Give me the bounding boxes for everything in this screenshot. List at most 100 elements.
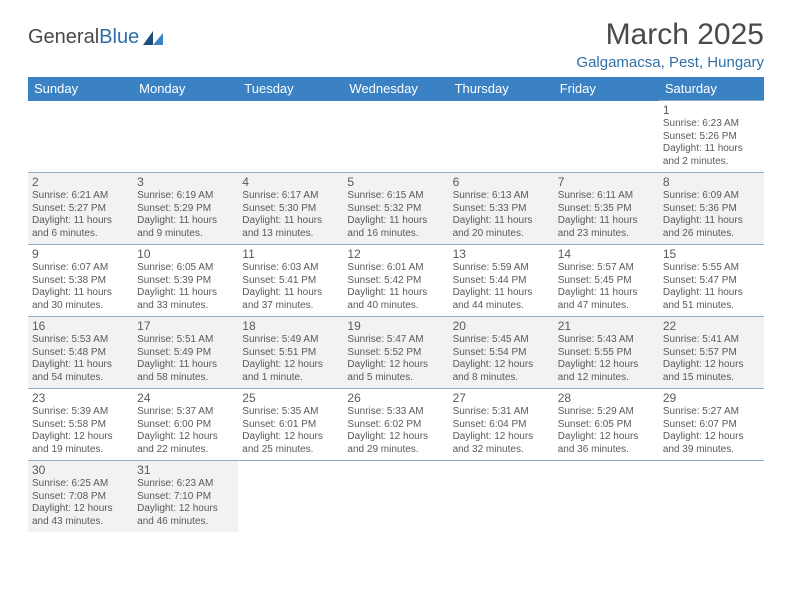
day-info: Sunrise: 6:01 AMSunset: 5:42 PMDaylight:…	[347, 262, 444, 312]
day-number: 3	[137, 175, 234, 189]
calendar-cell: 4Sunrise: 6:17 AMSunset: 5:30 PMDaylight…	[238, 173, 343, 245]
day-number: 1	[663, 103, 760, 117]
day-info: Sunrise: 5:57 AMSunset: 5:45 PMDaylight:…	[558, 262, 655, 312]
day-info: Sunrise: 5:41 AMSunset: 5:57 PMDaylight:…	[663, 334, 760, 384]
logo-part2: Blue	[99, 26, 139, 48]
day-number: 12	[347, 247, 444, 261]
day-number: 13	[453, 247, 550, 261]
logo-part1: General	[28, 26, 99, 48]
day-info: Sunrise: 6:05 AMSunset: 5:39 PMDaylight:…	[137, 262, 234, 312]
day-info: Sunrise: 5:33 AMSunset: 6:02 PMDaylight:…	[347, 406, 444, 456]
calendar-cell	[133, 101, 238, 173]
calendar-row: 23Sunrise: 5:39 AMSunset: 5:58 PMDayligh…	[28, 389, 764, 461]
day-number: 20	[453, 319, 550, 333]
day-number: 14	[558, 247, 655, 261]
day-number: 27	[453, 391, 550, 405]
calendar-cell: 5Sunrise: 6:15 AMSunset: 5:32 PMDaylight…	[343, 173, 448, 245]
calendar-cell	[238, 461, 343, 533]
calendar-cell: 29Sunrise: 5:27 AMSunset: 6:07 PMDayligh…	[659, 389, 764, 461]
calendar-cell: 21Sunrise: 5:43 AMSunset: 5:55 PMDayligh…	[554, 317, 659, 389]
calendar-cell: 26Sunrise: 5:33 AMSunset: 6:02 PMDayligh…	[343, 389, 448, 461]
day-number: 7	[558, 175, 655, 189]
calendar-cell: 17Sunrise: 5:51 AMSunset: 5:49 PMDayligh…	[133, 317, 238, 389]
calendar-cell: 15Sunrise: 5:55 AMSunset: 5:47 PMDayligh…	[659, 245, 764, 317]
day-number: 6	[453, 175, 550, 189]
logo: GeneralBlue	[28, 26, 167, 49]
day-number: 9	[32, 247, 129, 261]
day-info: Sunrise: 6:25 AMSunset: 7:08 PMDaylight:…	[32, 478, 129, 528]
weekday-header: Wednesday	[343, 77, 448, 101]
calendar-cell: 8Sunrise: 6:09 AMSunset: 5:36 PMDaylight…	[659, 173, 764, 245]
calendar-cell: 11Sunrise: 6:03 AMSunset: 5:41 PMDayligh…	[238, 245, 343, 317]
day-info: Sunrise: 6:11 AMSunset: 5:35 PMDaylight:…	[558, 190, 655, 240]
day-info: Sunrise: 6:13 AMSunset: 5:33 PMDaylight:…	[453, 190, 550, 240]
day-info: Sunrise: 6:09 AMSunset: 5:36 PMDaylight:…	[663, 190, 760, 240]
day-number: 31	[137, 463, 234, 477]
day-info: Sunrise: 5:53 AMSunset: 5:48 PMDaylight:…	[32, 334, 129, 384]
day-number: 24	[137, 391, 234, 405]
calendar-cell: 13Sunrise: 5:59 AMSunset: 5:44 PMDayligh…	[449, 245, 554, 317]
day-info: Sunrise: 5:29 AMSunset: 6:05 PMDaylight:…	[558, 406, 655, 456]
calendar-cell: 30Sunrise: 6:25 AMSunset: 7:08 PMDayligh…	[28, 461, 133, 533]
day-number: 18	[242, 319, 339, 333]
day-info: Sunrise: 6:23 AMSunset: 7:10 PMDaylight:…	[137, 478, 234, 528]
calendar-cell: 24Sunrise: 5:37 AMSunset: 6:00 PMDayligh…	[133, 389, 238, 461]
calendar-cell	[343, 461, 448, 533]
day-number: 19	[347, 319, 444, 333]
calendar-cell: 1Sunrise: 6:23 AMSunset: 5:26 PMDaylight…	[659, 101, 764, 173]
calendar-cell	[659, 461, 764, 533]
page-title: March 2025	[576, 18, 764, 52]
title-block: March 2025 Galgamacsa, Pest, Hungary	[576, 18, 764, 71]
day-number: 5	[347, 175, 444, 189]
calendar-cell: 9Sunrise: 6:07 AMSunset: 5:38 PMDaylight…	[28, 245, 133, 317]
calendar-cell: 6Sunrise: 6:13 AMSunset: 5:33 PMDaylight…	[449, 173, 554, 245]
day-info: Sunrise: 6:07 AMSunset: 5:38 PMDaylight:…	[32, 262, 129, 312]
calendar-cell: 14Sunrise: 5:57 AMSunset: 5:45 PMDayligh…	[554, 245, 659, 317]
day-number: 29	[663, 391, 760, 405]
day-info: Sunrise: 5:27 AMSunset: 6:07 PMDaylight:…	[663, 406, 760, 456]
calendar-cell: 12Sunrise: 6:01 AMSunset: 5:42 PMDayligh…	[343, 245, 448, 317]
day-info: Sunrise: 5:49 AMSunset: 5:51 PMDaylight:…	[242, 334, 339, 384]
day-number: 28	[558, 391, 655, 405]
day-number: 4	[242, 175, 339, 189]
calendar-cell	[554, 101, 659, 173]
day-info: Sunrise: 5:59 AMSunset: 5:44 PMDaylight:…	[453, 262, 550, 312]
calendar-row: 1Sunrise: 6:23 AMSunset: 5:26 PMDaylight…	[28, 101, 764, 173]
day-info: Sunrise: 6:17 AMSunset: 5:30 PMDaylight:…	[242, 190, 339, 240]
flag-icon	[143, 29, 167, 47]
day-number: 23	[32, 391, 129, 405]
calendar-table: Sunday Monday Tuesday Wednesday Thursday…	[28, 77, 764, 532]
calendar-cell: 16Sunrise: 5:53 AMSunset: 5:48 PMDayligh…	[28, 317, 133, 389]
calendar-cell	[28, 101, 133, 173]
day-number: 11	[242, 247, 339, 261]
weekday-header-row: Sunday Monday Tuesday Wednesday Thursday…	[28, 77, 764, 101]
calendar-row: 16Sunrise: 5:53 AMSunset: 5:48 PMDayligh…	[28, 317, 764, 389]
day-info: Sunrise: 6:21 AMSunset: 5:27 PMDaylight:…	[32, 190, 129, 240]
day-info: Sunrise: 5:51 AMSunset: 5:49 PMDaylight:…	[137, 334, 234, 384]
logo-text: GeneralBlue	[28, 26, 139, 49]
day-number: 15	[663, 247, 760, 261]
calendar-cell: 31Sunrise: 6:23 AMSunset: 7:10 PMDayligh…	[133, 461, 238, 533]
day-info: Sunrise: 5:39 AMSunset: 5:58 PMDaylight:…	[32, 406, 129, 456]
day-info: Sunrise: 6:15 AMSunset: 5:32 PMDaylight:…	[347, 190, 444, 240]
calendar-cell	[449, 461, 554, 533]
calendar-row: 30Sunrise: 6:25 AMSunset: 7:08 PMDayligh…	[28, 461, 764, 533]
location: Galgamacsa, Pest, Hungary	[576, 54, 764, 71]
weekday-header: Tuesday	[238, 77, 343, 101]
calendar-cell: 23Sunrise: 5:39 AMSunset: 5:58 PMDayligh…	[28, 389, 133, 461]
calendar-cell: 25Sunrise: 5:35 AMSunset: 6:01 PMDayligh…	[238, 389, 343, 461]
day-info: Sunrise: 6:03 AMSunset: 5:41 PMDaylight:…	[242, 262, 339, 312]
day-number: 30	[32, 463, 129, 477]
calendar-cell: 7Sunrise: 6:11 AMSunset: 5:35 PMDaylight…	[554, 173, 659, 245]
calendar-cell	[238, 101, 343, 173]
day-info: Sunrise: 5:37 AMSunset: 6:00 PMDaylight:…	[137, 406, 234, 456]
day-info: Sunrise: 5:31 AMSunset: 6:04 PMDaylight:…	[453, 406, 550, 456]
calendar-cell	[554, 461, 659, 533]
calendar-row: 2Sunrise: 6:21 AMSunset: 5:27 PMDaylight…	[28, 173, 764, 245]
calendar-cell: 22Sunrise: 5:41 AMSunset: 5:57 PMDayligh…	[659, 317, 764, 389]
calendar-cell: 2Sunrise: 6:21 AMSunset: 5:27 PMDaylight…	[28, 173, 133, 245]
weekday-header: Sunday	[28, 77, 133, 101]
day-number: 10	[137, 247, 234, 261]
calendar-cell: 10Sunrise: 6:05 AMSunset: 5:39 PMDayligh…	[133, 245, 238, 317]
day-number: 2	[32, 175, 129, 189]
